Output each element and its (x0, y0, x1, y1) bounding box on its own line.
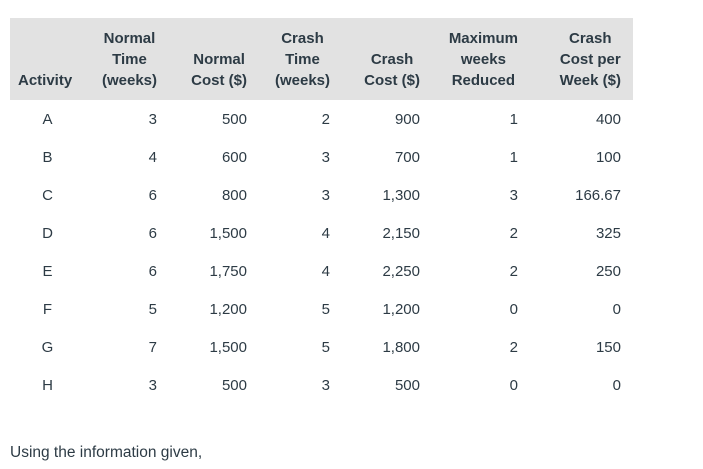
cell-activity: E (42, 262, 53, 280)
table-row-activity-e: E 6 1,750 4 2,250 2 250 (10, 252, 633, 290)
column-header-activity: Activity (10, 18, 85, 100)
column-header-crash-cost: Crash Cost ($) (342, 18, 432, 100)
column-header-max-weeks-reduced: Maximum weeks Reduced (432, 18, 530, 100)
cell-max-weeks-reduced: 1 (509, 110, 518, 128)
column-header-crash-time: Crash Time (weeks) (259, 18, 342, 100)
cell-crash-cost-per-week: 0 (612, 300, 621, 318)
cell-activity: H (42, 376, 53, 394)
cell-normal-cost: 600 (221, 148, 247, 166)
question-prompt-text: Using the information given, (10, 444, 203, 461)
table-row-activity-a: A 3 500 2 900 1 400 (10, 100, 633, 138)
cell-max-weeks-reduced: 1 (509, 148, 518, 166)
cell-normal-time: 6 (148, 224, 157, 242)
cell-crash-time: 3 (321, 376, 330, 394)
column-header-label: Crash Cost per Week ($) (559, 30, 621, 89)
cell-crash-cost-per-week: 325 (595, 224, 621, 242)
cell-crash-cost: 500 (394, 376, 420, 394)
cell-max-weeks-reduced: 3 (509, 186, 518, 204)
cell-crash-cost-per-week: 166.67 (575, 186, 621, 204)
cell-normal-time: 3 (148, 110, 157, 128)
cell-normal-cost: 1,200 (209, 300, 247, 318)
cell-normal-time: 4 (148, 148, 157, 166)
cell-normal-cost: 500 (221, 110, 247, 128)
cell-max-weeks-reduced: 0 (509, 300, 518, 318)
cell-crash-cost: 1,200 (382, 300, 420, 318)
cell-normal-time: 3 (148, 376, 157, 394)
column-header-crash-cost-per-week: Crash Cost per Week ($) (530, 18, 633, 100)
table-row-activity-b: B 4 600 3 700 1 100 (10, 138, 633, 176)
cell-crash-cost-per-week: 0 (612, 376, 621, 394)
table-row-activity-g: G 7 1,500 5 1,800 2 150 (10, 328, 633, 366)
cell-crash-time: 4 (321, 262, 330, 280)
cell-activity: C (42, 186, 53, 204)
column-header-label: Normal Time (weeks) (101, 30, 157, 89)
cell-activity: B (42, 148, 53, 166)
cell-crash-time: 2 (321, 110, 330, 128)
cell-activity: A (42, 110, 53, 128)
cell-normal-time: 5 (148, 300, 157, 318)
column-header-label: Crash Cost ($) (364, 51, 420, 89)
cell-crash-cost: 2,150 (382, 224, 420, 242)
cell-normal-cost: 800 (221, 186, 247, 204)
cell-max-weeks-reduced: 0 (509, 376, 518, 394)
cell-normal-time: 6 (148, 186, 157, 204)
cell-normal-time: 7 (148, 338, 157, 356)
cell-crash-time: 5 (321, 338, 330, 356)
table-row-activity-d: D 6 1,500 4 2,150 2 325 (10, 214, 633, 252)
cell-activity: F (42, 300, 53, 318)
cell-normal-cost: 500 (221, 376, 247, 394)
cell-normal-cost: 1,500 (209, 338, 247, 356)
cell-normal-cost: 1,500 (209, 224, 247, 242)
column-header-label: Crash Time (weeks) (274, 30, 330, 89)
cell-max-weeks-reduced: 2 (509, 338, 518, 356)
cell-activity: D (42, 224, 53, 242)
cell-crash-time: 5 (321, 300, 330, 318)
cell-crash-cost-per-week: 150 (595, 338, 621, 356)
table-body: A 3 500 2 900 1 400 B 4 600 3 700 1 100 … (10, 100, 633, 404)
cell-normal-cost: 1,750 (209, 262, 247, 280)
cell-max-weeks-reduced: 2 (509, 262, 518, 280)
cell-crash-cost-per-week: 250 (595, 262, 621, 280)
cell-normal-time: 6 (148, 262, 157, 280)
cell-crash-cost: 2,250 (382, 262, 420, 280)
cell-crash-time: 4 (321, 224, 330, 242)
cell-crash-cost: 1,300 (382, 186, 420, 204)
cell-crash-time: 3 (321, 186, 330, 204)
cell-crash-cost-per-week: 100 (595, 148, 621, 166)
cell-crash-cost: 1,800 (382, 338, 420, 356)
column-header-label: Activity (18, 72, 73, 89)
crash-cost-table: Activity Normal Time (weeks) Normal Cost… (10, 18, 633, 404)
column-header-normal-time: Normal Time (weeks) (85, 18, 169, 100)
cell-crash-cost-per-week: 400 (595, 110, 621, 128)
cell-crash-cost: 900 (394, 110, 420, 128)
header-row: Activity Normal Time (weeks) Normal Cost… (10, 18, 633, 100)
table-row-activity-h: H 3 500 3 500 0 0 (10, 366, 633, 404)
cell-crash-time: 3 (321, 148, 330, 166)
cell-max-weeks-reduced: 2 (509, 224, 518, 242)
table-row-activity-c: C 6 800 3 1,300 3 166.67 (10, 176, 633, 214)
table-row-activity-f: F 5 1,200 5 1,200 0 0 (10, 290, 633, 328)
column-header-label: Maximum weeks Reduced (448, 30, 518, 89)
cell-activity: G (41, 338, 54, 356)
column-header-label: Normal Cost ($) (191, 51, 247, 89)
column-header-normal-cost: Normal Cost ($) (169, 18, 259, 100)
table-header: Activity Normal Time (weeks) Normal Cost… (10, 18, 633, 100)
cell-crash-cost: 700 (394, 148, 420, 166)
